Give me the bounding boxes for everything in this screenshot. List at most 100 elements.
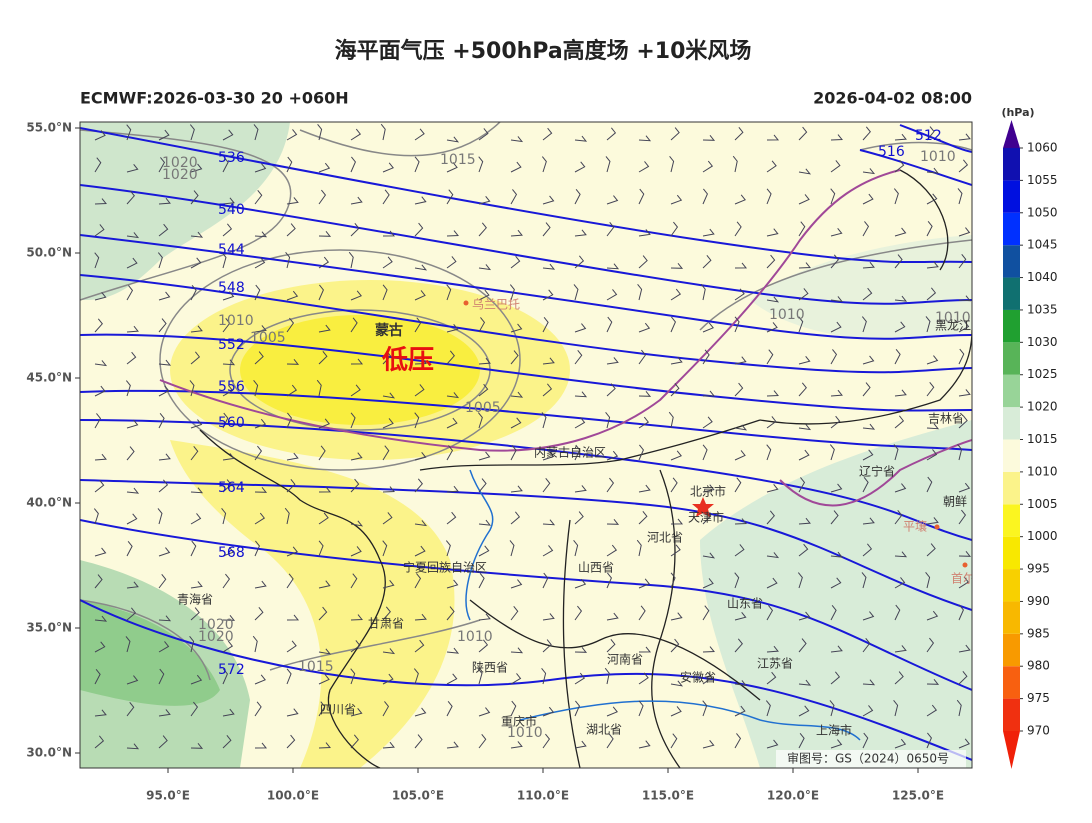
height-label: 568 <box>218 545 245 561</box>
wind-barb <box>766 671 777 685</box>
wind-barb <box>158 573 167 589</box>
wind-barb <box>542 263 556 270</box>
wind-barb <box>94 385 106 397</box>
wind-barb <box>350 614 363 621</box>
isobar-label: 1020 <box>198 629 234 645</box>
wind-barb <box>734 518 747 525</box>
wind-barb <box>254 351 264 365</box>
low-pressure-label: 低压 <box>381 346 434 376</box>
wind-barb <box>190 284 197 301</box>
wind-barb <box>734 424 748 431</box>
wind-barb <box>382 540 388 557</box>
wind-barb <box>734 611 747 621</box>
wind-barb <box>414 358 427 365</box>
wind-barb <box>190 257 202 269</box>
wind-barb <box>382 673 394 685</box>
wind-barb <box>766 390 779 397</box>
wind-barb <box>638 484 651 493</box>
wind-barb <box>254 418 267 429</box>
wind-barb <box>382 189 390 205</box>
wind-barb <box>670 356 683 365</box>
wind-barb <box>382 350 392 365</box>
colorbar-label: 1040 <box>1027 270 1058 284</box>
height-label: 548 <box>218 280 245 296</box>
wind-barb <box>766 322 778 333</box>
place-label: 河北省 <box>647 531 683 545</box>
wind-barb <box>606 638 616 653</box>
wind-barb <box>734 544 745 557</box>
wind-barb <box>190 742 204 749</box>
wind-barb <box>574 672 586 685</box>
colorbar-bin <box>1003 698 1020 731</box>
wind-barb <box>958 509 967 525</box>
wind-barb <box>798 382 807 397</box>
colorbar-bin <box>1003 439 1020 472</box>
wind-barb <box>574 605 583 621</box>
wind-barb <box>636 539 642 557</box>
x-tick-label: 110.0°E <box>517 789 569 803</box>
wind-barb <box>926 287 937 301</box>
wind-barb <box>382 256 393 269</box>
wind-barb <box>478 478 487 493</box>
wind-barb <box>958 482 971 493</box>
wind-barb <box>798 221 806 237</box>
wind-barb <box>798 543 809 557</box>
isobar-label: 1005 <box>250 330 286 346</box>
height-label: 512 <box>915 128 942 144</box>
wind-barb <box>254 742 268 749</box>
wind-barb <box>94 291 107 301</box>
wind-barb <box>478 317 486 333</box>
wind-barb <box>510 700 517 717</box>
wind-barb <box>574 161 586 173</box>
wind-barb <box>574 229 587 237</box>
wind-barb <box>478 289 490 301</box>
wind-barb <box>670 194 683 205</box>
colorbar-label: 1055 <box>1027 173 1058 187</box>
wind-barb <box>382 418 394 429</box>
wind-barb <box>894 671 904 685</box>
wind-barb <box>541 667 547 685</box>
wind-barb <box>286 384 298 397</box>
wind-barb <box>606 221 615 237</box>
wind-barb <box>926 543 936 557</box>
wind-barb <box>606 289 618 301</box>
wind-barb <box>94 360 108 367</box>
wind-barb <box>606 572 612 589</box>
wind-barb <box>830 671 841 685</box>
wind-barb <box>126 607 137 621</box>
wind-barb <box>574 255 585 269</box>
height-label: 572 <box>218 662 245 678</box>
wind-barb <box>638 188 645 205</box>
wind-barb <box>510 136 524 143</box>
place-label: 朝鲜 <box>943 495 967 509</box>
colorbar-label: 975 <box>1027 691 1050 705</box>
wind-barb <box>126 325 139 333</box>
wind-barb <box>254 189 263 205</box>
wind-barb <box>190 701 199 717</box>
colorbar-label: 980 <box>1027 659 1050 673</box>
wind-barb <box>189 380 195 397</box>
wind-barb <box>670 382 680 397</box>
wind-barb <box>477 668 483 685</box>
wind-barb <box>318 540 324 557</box>
wind-barb <box>158 479 169 493</box>
wind-barb <box>766 552 780 559</box>
wind-barb <box>190 487 204 494</box>
credit: 审图号：GS（2024）0650号 <box>787 751 949 766</box>
wind-barb <box>478 613 491 621</box>
wind-barb <box>606 612 619 621</box>
wind-barb <box>734 638 743 653</box>
wind-barb <box>925 316 931 333</box>
height-label: 544 <box>218 242 245 258</box>
wind-barb <box>670 288 682 301</box>
wind-barb <box>956 699 962 717</box>
wind-barb <box>413 668 419 685</box>
colorbar-label: 1005 <box>1027 497 1058 511</box>
wind-barb <box>798 194 810 205</box>
wind-barb <box>734 572 740 589</box>
wind-barb <box>766 444 772 461</box>
wind-barb <box>958 133 971 141</box>
wind-barb <box>380 123 386 141</box>
wind-barb <box>958 550 972 557</box>
